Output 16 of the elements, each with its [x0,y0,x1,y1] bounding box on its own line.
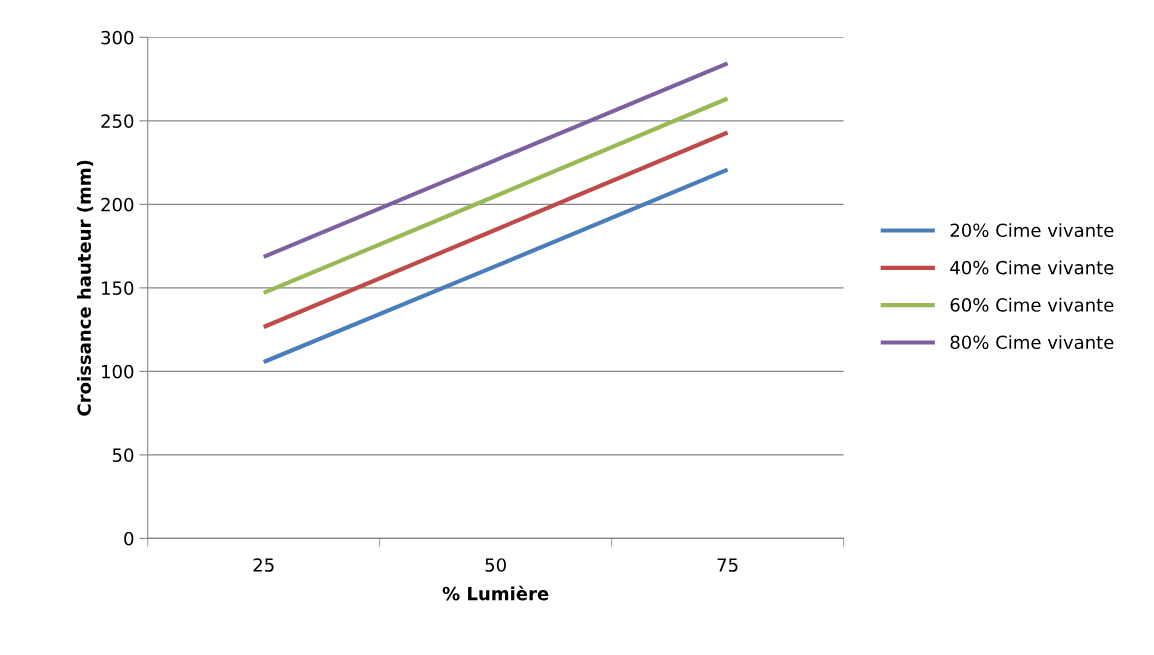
y-axis-title: Croissance hauteur (mm) [77,160,94,416]
y-tick-label: 0 [124,531,134,546]
y-tick-label: 300 [101,30,134,45]
legend-label: 80% Cime vivante [950,335,1114,350]
legend-label: 60% Cime vivante [950,297,1114,312]
legend-label: 20% Cime vivante [950,223,1114,238]
y-tick-label: 200 [101,197,134,212]
y-tick-label: 250 [101,114,134,128]
x-tick-label: 25 [253,558,274,572]
y-tick-label: 150 [102,281,134,295]
x-tick-label: 50 [485,558,506,572]
x-axis-title: % Lumière [442,585,549,601]
legend-label: 40% Cime vivante [950,260,1114,275]
x-tick-label: 75 [717,558,738,572]
y-tick-label: 100 [102,364,134,379]
y-tick-label: 50 [112,448,134,463]
